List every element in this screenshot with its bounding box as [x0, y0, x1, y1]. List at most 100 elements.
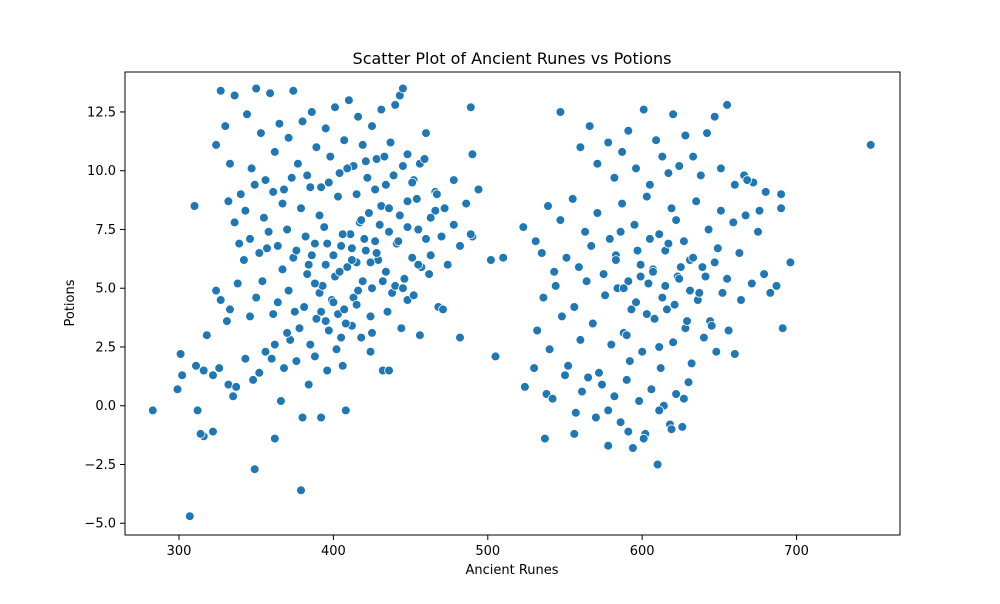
data-point [220, 121, 231, 131]
data-point [268, 309, 279, 319]
data-point [467, 149, 478, 160]
data-point [260, 175, 271, 185]
data-point [424, 269, 434, 279]
data-point [399, 273, 410, 284]
data-point [390, 100, 401, 110]
data-point [265, 88, 275, 98]
data-point [465, 229, 476, 240]
data-point [356, 332, 367, 343]
data-point [430, 205, 441, 216]
data-point [322, 238, 333, 249]
data-point [641, 309, 652, 319]
data-point [648, 266, 658, 277]
data-point [408, 290, 419, 301]
data-point [402, 222, 413, 232]
data-point [402, 149, 413, 160]
data-point [530, 236, 541, 247]
data-point [603, 440, 613, 451]
data-point [306, 107, 317, 117]
data-point [623, 426, 634, 437]
data-point [274, 118, 285, 129]
data-point [716, 205, 726, 216]
data-point [365, 257, 376, 268]
data-point [314, 210, 325, 221]
data-point [376, 104, 387, 115]
data-point [597, 379, 607, 390]
data-point [288, 86, 299, 96]
data-point [257, 276, 268, 287]
data-point [671, 215, 681, 225]
data-point [279, 363, 289, 373]
data-point [310, 238, 320, 249]
data-point [148, 405, 158, 416]
data-point [336, 332, 346, 343]
data-point [729, 180, 740, 190]
data-point [407, 177, 418, 188]
y-tick-label: 7.5 [95, 223, 116, 238]
data-point [722, 273, 732, 284]
data-point [208, 370, 218, 381]
data-point [331, 344, 342, 355]
data-point [438, 304, 448, 315]
data-point [356, 215, 367, 225]
data-point [333, 191, 343, 202]
data-point [353, 285, 363, 296]
data-point [259, 212, 269, 223]
data-point [370, 236, 380, 247]
data-point [734, 248, 745, 258]
data-point [279, 184, 289, 195]
data-point [722, 100, 732, 110]
data-point [310, 278, 320, 289]
data-point [663, 238, 674, 249]
data-point [486, 255, 496, 265]
data-point [746, 278, 757, 289]
data-point [289, 306, 300, 317]
data-point [367, 283, 377, 294]
y-axis-label: Potions [63, 279, 78, 326]
data-point [377, 276, 388, 287]
data-point [473, 184, 484, 195]
data-point [629, 220, 640, 230]
data-point [411, 194, 422, 204]
data-point [776, 203, 786, 214]
data-point [518, 222, 529, 232]
data-point [303, 379, 314, 390]
data-point [336, 241, 346, 251]
data-point [584, 121, 595, 131]
data-point [208, 426, 218, 437]
data-point [320, 316, 331, 326]
data-point [215, 86, 226, 96]
data-point [299, 302, 309, 312]
data-point [291, 245, 302, 256]
data-point [353, 111, 363, 122]
data-point [425, 250, 436, 261]
data-point [357, 140, 368, 150]
data-point [712, 243, 723, 254]
data-point [296, 203, 306, 214]
data-point [716, 163, 726, 174]
data-point [325, 151, 336, 162]
data-point [638, 104, 649, 115]
data-point [617, 147, 627, 157]
x-axis-ticks: 300 400 500 600 700 [167, 535, 809, 559]
data-point [759, 269, 769, 279]
data-point [442, 259, 453, 270]
data-point [671, 389, 681, 399]
data-point [340, 318, 351, 329]
data-point [682, 316, 692, 326]
data-point [214, 363, 225, 373]
data-point [702, 128, 712, 138]
data-point [328, 297, 339, 308]
data-point [367, 121, 377, 131]
data-point [709, 111, 720, 122]
data-point [654, 405, 664, 416]
data-point [677, 422, 688, 432]
data-point [634, 396, 644, 406]
data-point [555, 107, 566, 117]
y-tick-label: 10.0 [87, 164, 116, 179]
data-point [455, 241, 465, 251]
data-point [646, 384, 657, 395]
data-point [269, 147, 280, 157]
data-point [305, 339, 316, 350]
